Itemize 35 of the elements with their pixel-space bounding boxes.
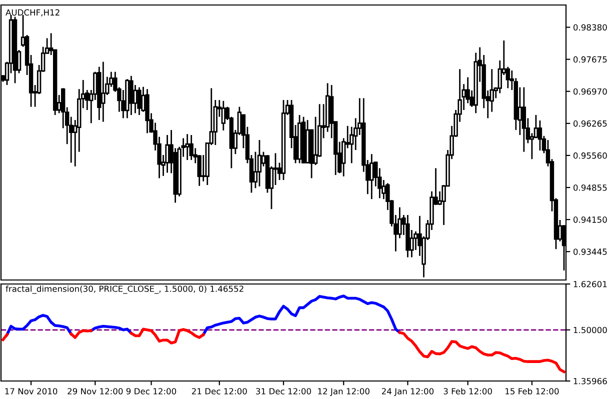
candlestick — [370, 153, 374, 200]
y-tick-label: 0.96265 — [573, 120, 607, 127]
chart-title: fractal_dimension(30, PRICE_CLOSE_, 1.5000, 0) 1.46552 — [6, 285, 244, 294]
x-tick-label: 21 Dec 12:00 — [192, 388, 247, 394]
candlestick — [133, 84, 138, 114]
y-tick-label: 1.62601 — [574, 280, 607, 288]
candlestick — [165, 134, 170, 174]
candlestick — [185, 133, 190, 161]
x-tick-label: 9 Dec 12:00 — [126, 388, 176, 394]
y-tick-label: 0.94150 — [573, 216, 607, 223]
candlestick — [538, 120, 542, 152]
candlestick — [257, 139, 262, 188]
y-tick-label: 0.98380 — [573, 24, 607, 31]
y-tick-label: 0.94855 — [573, 184, 607, 191]
x-tick-label: 29 Nov 12:00 — [68, 388, 123, 394]
candlestick — [522, 86, 526, 153]
y-tick-label: 0.95560 — [573, 152, 607, 159]
x-tick-label: 3 Feb 12:00 — [444, 388, 492, 394]
y-tick-label: 0.96970 — [573, 88, 607, 95]
candlestick — [221, 100, 226, 132]
x-tick-label: 15 Feb 12:00 — [506, 388, 559, 394]
x-tick-label: 31 Dec 12:00 — [256, 388, 311, 394]
candlestick — [189, 134, 194, 161]
x-tick-label: 24 Jan 12:00 — [382, 388, 434, 396]
y-tick-label: 0.97675 — [573, 56, 607, 63]
chart-title: AUDCHF,H12 — [6, 9, 60, 16]
candlestick — [273, 152, 278, 186]
y-tick-label: 0.93445 — [573, 248, 607, 255]
y-tick-label: 1.35966 — [574, 378, 607, 384]
x-tick-label: 17 Nov 2010 — [5, 388, 58, 394]
candlestick — [101, 61, 106, 123]
candlestick — [137, 86, 142, 116]
x-tick-label: 12 Jan 12:00 — [318, 388, 370, 396]
y-tick-label: 1.50000 — [574, 326, 607, 334]
candlestick — [129, 75, 134, 116]
